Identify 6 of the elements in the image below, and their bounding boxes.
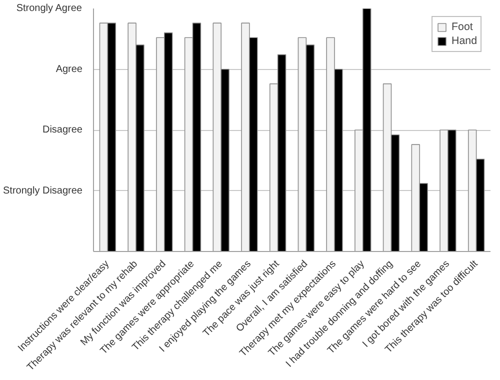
legend-label: Foot	[452, 21, 473, 33]
legend-label: Hand	[452, 35, 477, 47]
text: Disagree	[42, 124, 83, 136]
text: Strongly Disagree	[3, 185, 83, 196]
text: Agree	[56, 64, 83, 75]
text: Strongly Agree	[16, 3, 82, 14]
